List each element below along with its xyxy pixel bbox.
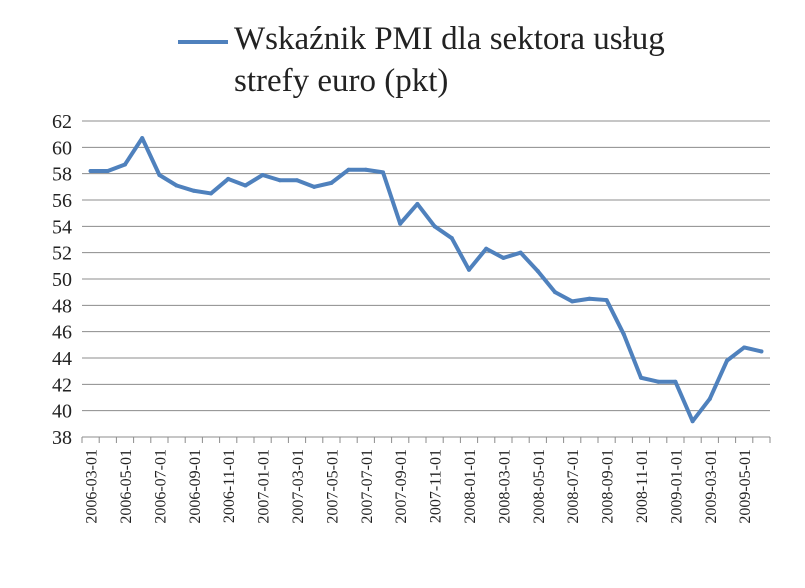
data-point bbox=[381, 170, 385, 175]
data-point bbox=[398, 221, 403, 226]
data-point bbox=[209, 191, 213, 196]
x-tick-label: 2008-07-01 bbox=[565, 449, 582, 524]
y-tick-label: 40 bbox=[52, 401, 72, 423]
y-tick-label: 46 bbox=[52, 322, 72, 344]
x-tick-label: 2008-03-01 bbox=[496, 449, 513, 524]
y-tick-label: 44 bbox=[52, 348, 72, 370]
data-point bbox=[553, 290, 557, 295]
data-point bbox=[174, 183, 179, 188]
data-point bbox=[587, 296, 592, 301]
x-tick-label: 2006-07-01 bbox=[152, 449, 169, 524]
data-point bbox=[277, 178, 282, 183]
y-tick-label: 42 bbox=[52, 374, 72, 396]
y-tick-label: 52 bbox=[52, 243, 72, 265]
data-point bbox=[226, 176, 231, 181]
data-point bbox=[415, 201, 420, 206]
series-line bbox=[88, 136, 764, 424]
x-tick-label: 2007-11-01 bbox=[428, 449, 445, 523]
x-tick-label: 2007-05-01 bbox=[324, 449, 341, 524]
y-tick-label: 54 bbox=[52, 216, 72, 238]
data-point bbox=[570, 299, 575, 304]
x-tick-label: 2006-03-01 bbox=[84, 449, 101, 524]
y-tick-label: 60 bbox=[52, 137, 72, 159]
data-point bbox=[140, 136, 145, 141]
data-point bbox=[501, 255, 506, 260]
y-tick-label: 58 bbox=[52, 164, 72, 186]
data-point bbox=[105, 169, 110, 174]
x-tick-label: 2007-09-01 bbox=[393, 449, 410, 524]
data-point bbox=[467, 267, 471, 272]
x-tick-label: 2007-03-01 bbox=[290, 449, 307, 524]
y-tick-label: 48 bbox=[52, 295, 72, 317]
x-tick-label: 2006-09-01 bbox=[187, 449, 204, 524]
data-point bbox=[123, 162, 127, 167]
x-tick-label: 2008-09-01 bbox=[600, 449, 617, 524]
x-tick-label: 2007-07-01 bbox=[359, 449, 376, 524]
x-tick-label: 2008-11-01 bbox=[634, 449, 651, 523]
data-point bbox=[346, 167, 351, 172]
data-point bbox=[604, 298, 609, 303]
x-tick-label: 2006-05-01 bbox=[118, 449, 135, 524]
data-point bbox=[725, 358, 729, 363]
data-point bbox=[639, 375, 643, 380]
x-tick-label: 2008-05-01 bbox=[531, 449, 548, 524]
legend-label: Wskaźnik PMI dla sektora usług strefy eu… bbox=[234, 21, 665, 99]
y-tick-label: 56 bbox=[52, 190, 72, 212]
x-tick-label: 2006-11-01 bbox=[221, 449, 238, 523]
data-point bbox=[88, 169, 93, 174]
x-tick-label: 2009-01-01 bbox=[668, 449, 685, 524]
data-point bbox=[673, 379, 678, 384]
x-tick-label: 2007-01-01 bbox=[256, 449, 273, 524]
data-point bbox=[742, 345, 747, 350]
x-tick-label: 2008-01-01 bbox=[462, 449, 479, 524]
x-tick-label: 2009-05-01 bbox=[737, 449, 754, 524]
data-point bbox=[432, 224, 437, 229]
x-tick-label: 2009-03-01 bbox=[703, 449, 720, 524]
data-point bbox=[535, 269, 540, 274]
y-tick-label: 62 bbox=[52, 111, 72, 133]
data-point bbox=[157, 172, 162, 177]
data-point bbox=[363, 167, 368, 172]
data-point bbox=[656, 379, 661, 384]
legend: Wskaźnik PMI dla sektora usług strefy eu… bbox=[178, 18, 734, 102]
data-point bbox=[707, 396, 712, 401]
data-point bbox=[191, 188, 196, 193]
data-point bbox=[329, 180, 334, 185]
y-tick-label: 50 bbox=[52, 269, 72, 291]
data-point bbox=[449, 236, 454, 241]
data-point bbox=[518, 250, 523, 255]
data-point bbox=[260, 172, 265, 177]
data-point bbox=[484, 246, 489, 251]
data-point bbox=[243, 183, 248, 188]
data-point bbox=[759, 349, 764, 354]
data-point bbox=[621, 332, 626, 337]
data-point bbox=[312, 184, 317, 189]
data-point bbox=[295, 178, 299, 183]
y-tick-label: 38 bbox=[52, 427, 72, 449]
legend-line-swatch bbox=[178, 40, 228, 44]
data-point bbox=[690, 419, 695, 424]
